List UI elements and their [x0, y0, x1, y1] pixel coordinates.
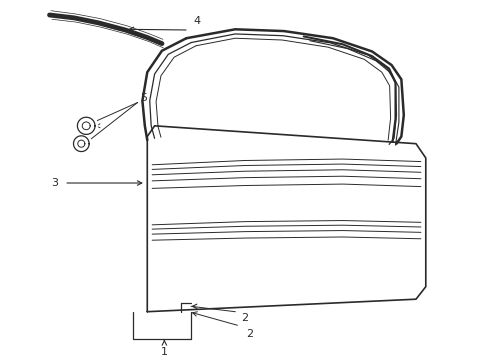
Text: 2: 2	[242, 314, 248, 324]
Ellipse shape	[75, 114, 98, 137]
Ellipse shape	[71, 134, 92, 154]
Text: 2: 2	[246, 329, 253, 339]
Text: 4: 4	[194, 17, 201, 26]
Text: 5: 5	[140, 93, 147, 103]
Text: 3: 3	[51, 178, 58, 188]
Text: 1: 1	[161, 347, 168, 357]
